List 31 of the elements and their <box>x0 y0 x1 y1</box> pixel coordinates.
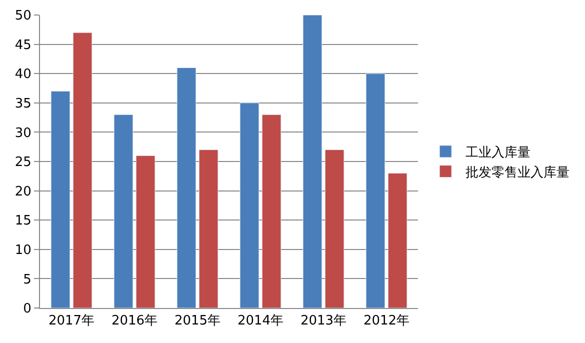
bar <box>388 172 408 308</box>
y-tick-label: 40 <box>14 67 32 82</box>
y-tick-label: 30 <box>14 126 32 141</box>
legend-label: 批发零售业入库量 <box>466 165 570 180</box>
y-tick-label: 25 <box>14 155 32 170</box>
bar <box>136 155 156 308</box>
y-tick-label: 15 <box>14 214 32 229</box>
y-tick-label: 5 <box>23 272 32 288</box>
x-tick-label: 2012年 <box>363 314 410 329</box>
bar <box>302 15 322 308</box>
bar <box>324 150 344 308</box>
x-tick-label: 2015年 <box>174 314 221 329</box>
bar <box>50 90 70 308</box>
y-tick-label: 50 <box>14 8 32 24</box>
bar <box>262 114 282 308</box>
bar <box>176 67 196 308</box>
bar <box>240 102 260 308</box>
bar <box>198 150 218 308</box>
y-tick-label: 35 <box>14 96 32 112</box>
x-tick-label: 2014年 <box>237 314 284 329</box>
bar <box>114 114 134 308</box>
y-tick-label: 20 <box>14 184 32 200</box>
x-tick-label: 2013年 <box>300 314 347 329</box>
y-tick-label: 0 <box>23 302 32 317</box>
bar <box>366 73 386 308</box>
bar <box>72 32 92 308</box>
x-tick-label: 2016年 <box>111 314 158 329</box>
y-tick-label: 45 <box>14 38 32 53</box>
y-tick-label: 10 <box>14 242 32 258</box>
x-tick-label: 2017年 <box>48 314 95 329</box>
legend-label: 工业入库量 <box>466 146 531 161</box>
